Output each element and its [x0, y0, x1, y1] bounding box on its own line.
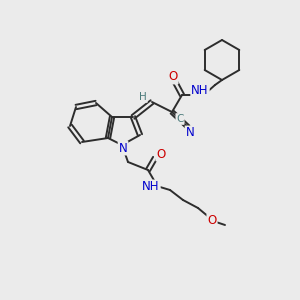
- Text: O: O: [207, 214, 217, 227]
- Text: N: N: [186, 127, 194, 140]
- Text: O: O: [168, 70, 178, 83]
- Text: H: H: [139, 92, 147, 102]
- Text: NH: NH: [191, 85, 209, 98]
- Text: N: N: [118, 142, 127, 154]
- Text: NH: NH: [142, 181, 160, 194]
- Text: C: C: [176, 114, 184, 124]
- Text: O: O: [156, 148, 166, 160]
